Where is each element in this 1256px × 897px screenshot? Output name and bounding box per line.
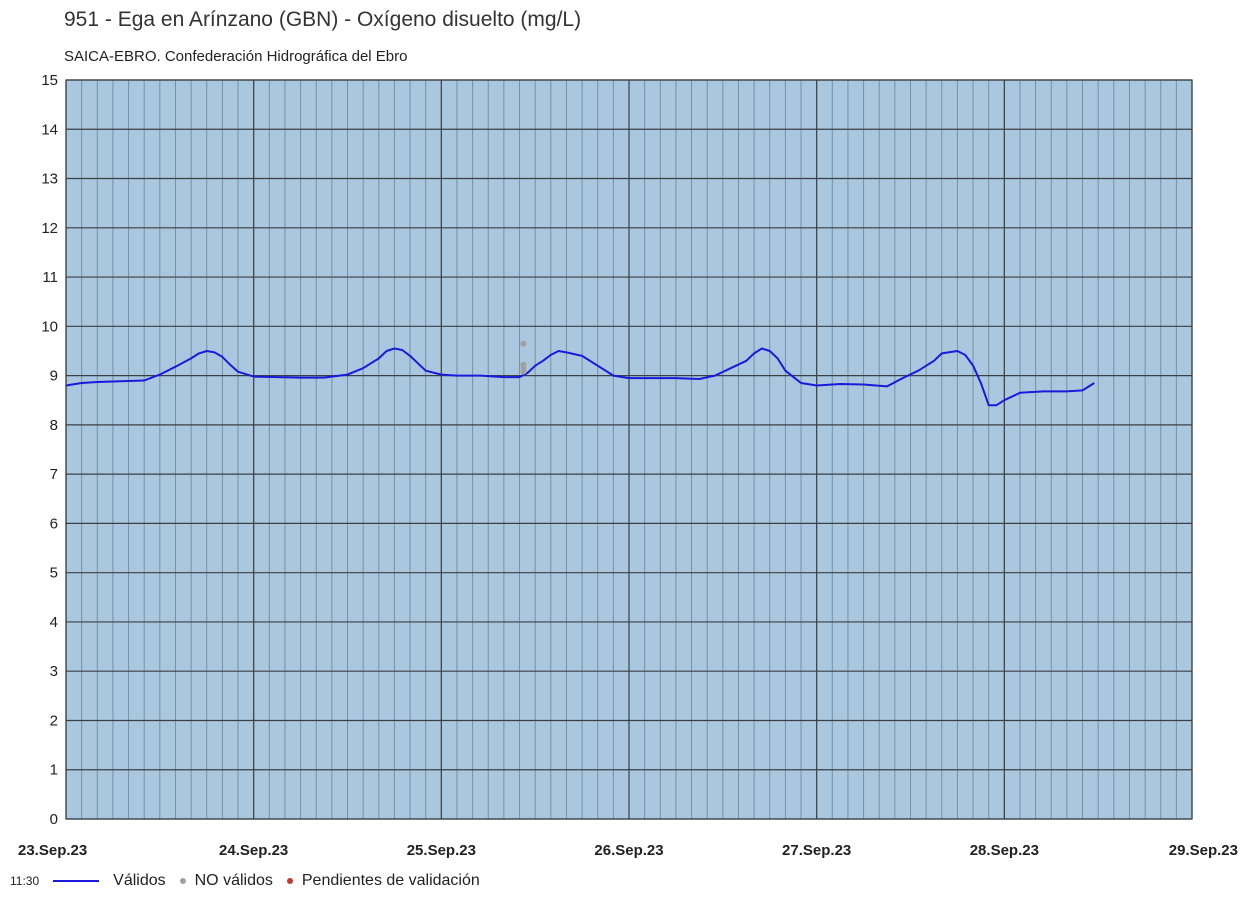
valid-swatch — [53, 880, 100, 882]
invalid-swatch — [179, 878, 186, 884]
legend-invalid-label[interactable]: NO válidos — [194, 872, 273, 889]
y-tick-label: 10 — [41, 318, 58, 335]
y-tick-label: 14 — [41, 121, 58, 138]
y-tick-label: 8 — [50, 417, 58, 434]
y-tick-label: 0 — [50, 811, 58, 828]
y-tick-label: 4 — [50, 614, 58, 631]
x-tick-label: 27.Sep.23 — [782, 842, 851, 859]
legend: 11:30 Válidos NO válidos Pendientes de v… — [10, 872, 480, 890]
y-tick-label: 1 — [50, 762, 58, 779]
y-tick-label: 2 — [50, 712, 58, 729]
plot-border — [65, 79, 1193, 820]
pending-swatch — [286, 878, 293, 884]
chart-title: 951 - Ega en Arínzano (GBN) - Oxígeno di… — [64, 8, 582, 31]
invalid-point — [520, 368, 527, 375]
y-tick-label: 3 — [50, 663, 58, 680]
x-tick-label: 23.Sep.23 — [18, 842, 87, 859]
y-tick-label: 11 — [42, 269, 58, 286]
y-tick-label: 7 — [50, 466, 58, 483]
legend-pending-label[interactable]: Pendientes de validación — [301, 872, 480, 889]
x-tick-label: 24.Sep.23 — [219, 842, 288, 859]
x-tick-label: 25.Sep.23 — [407, 842, 476, 859]
invalid-point — [520, 340, 527, 347]
series-line-validos — [65, 347, 1095, 407]
y-tick-label: 6 — [50, 515, 58, 532]
legend-time: 11:30 — [10, 874, 40, 888]
y-tick-label: 5 — [50, 565, 58, 582]
legend-valid-label[interactable]: Válidos — [113, 872, 166, 889]
x-tick-label: 29.Sep.23 — [1169, 842, 1238, 859]
chart-subtitle: SAICA-EBRO. Confederación Hidrográfica d… — [64, 48, 408, 65]
x-tick-label: 26.Sep.23 — [594, 842, 663, 859]
y-tick-label: 15 — [41, 72, 58, 89]
y-tick-label: 13 — [41, 171, 58, 188]
y-tick-label: 9 — [50, 368, 58, 385]
y-tick-label: 12 — [41, 220, 58, 237]
x-tick-label: 28.Sep.23 — [970, 842, 1039, 859]
